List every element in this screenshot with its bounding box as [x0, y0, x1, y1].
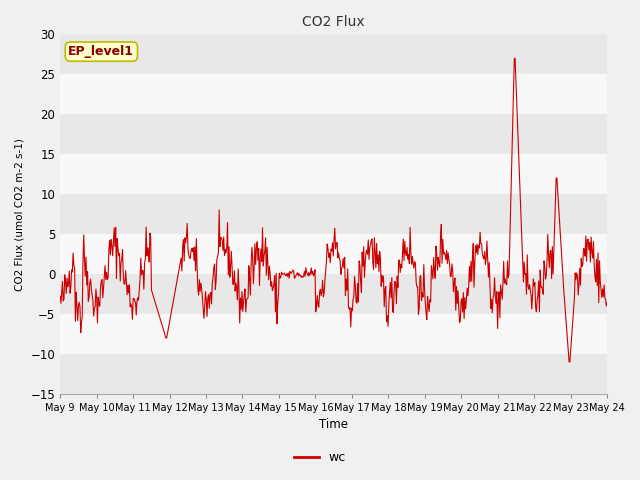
wc — [207, 289, 214, 295]
Bar — [60, 194, 607, 234]
wc — [604, 300, 611, 305]
Title: CO2 Flux: CO2 Flux — [302, 15, 365, 29]
Bar — [60, 154, 607, 194]
wc — [416, 274, 424, 279]
wc — [400, 258, 408, 264]
Bar — [60, 354, 607, 394]
wc — [66, 290, 74, 296]
Legend: wc: wc — [289, 446, 351, 469]
Bar — [60, 274, 607, 314]
wc — [178, 268, 186, 274]
Bar — [60, 234, 607, 274]
wc — [122, 278, 130, 284]
Text: EP_level1: EP_level1 — [68, 45, 134, 58]
Line: wc: wc — [60, 58, 607, 362]
Bar — [60, 74, 607, 114]
wc — [511, 55, 518, 61]
Bar — [60, 314, 607, 354]
wc — [565, 359, 573, 365]
Y-axis label: CO2 Flux (umol CO2 m-2 s-1): CO2 Flux (umol CO2 m-2 s-1) — [15, 138, 25, 290]
Bar — [60, 35, 607, 74]
X-axis label: Time: Time — [319, 419, 348, 432]
wc — [56, 293, 64, 299]
Bar — [60, 114, 607, 154]
